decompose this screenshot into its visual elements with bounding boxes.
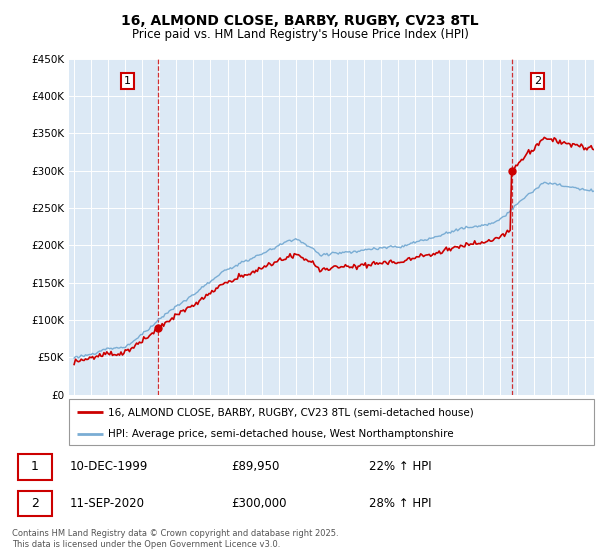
Text: 1: 1 (31, 460, 39, 473)
FancyBboxPatch shape (18, 455, 52, 480)
Text: £300,000: £300,000 (231, 497, 286, 510)
Text: 22% ↑ HPI: 22% ↑ HPI (369, 460, 432, 473)
Text: 10-DEC-1999: 10-DEC-1999 (70, 460, 148, 473)
FancyBboxPatch shape (18, 491, 52, 516)
Text: 11-SEP-2020: 11-SEP-2020 (70, 497, 145, 510)
Text: 2: 2 (534, 76, 541, 86)
Text: 1: 1 (124, 76, 131, 86)
Text: 16, ALMOND CLOSE, BARBY, RUGBY, CV23 8TL (semi-detached house): 16, ALMOND CLOSE, BARBY, RUGBY, CV23 8TL… (109, 407, 474, 417)
Text: 2: 2 (31, 497, 39, 510)
Text: 16, ALMOND CLOSE, BARBY, RUGBY, CV23 8TL: 16, ALMOND CLOSE, BARBY, RUGBY, CV23 8TL (121, 14, 479, 28)
Text: HPI: Average price, semi-detached house, West Northamptonshire: HPI: Average price, semi-detached house,… (109, 429, 454, 438)
Text: Price paid vs. HM Land Registry's House Price Index (HPI): Price paid vs. HM Land Registry's House … (131, 28, 469, 41)
Text: 28% ↑ HPI: 28% ↑ HPI (369, 497, 431, 510)
Text: Contains HM Land Registry data © Crown copyright and database right 2025.
This d: Contains HM Land Registry data © Crown c… (12, 529, 338, 549)
Text: £89,950: £89,950 (231, 460, 279, 473)
